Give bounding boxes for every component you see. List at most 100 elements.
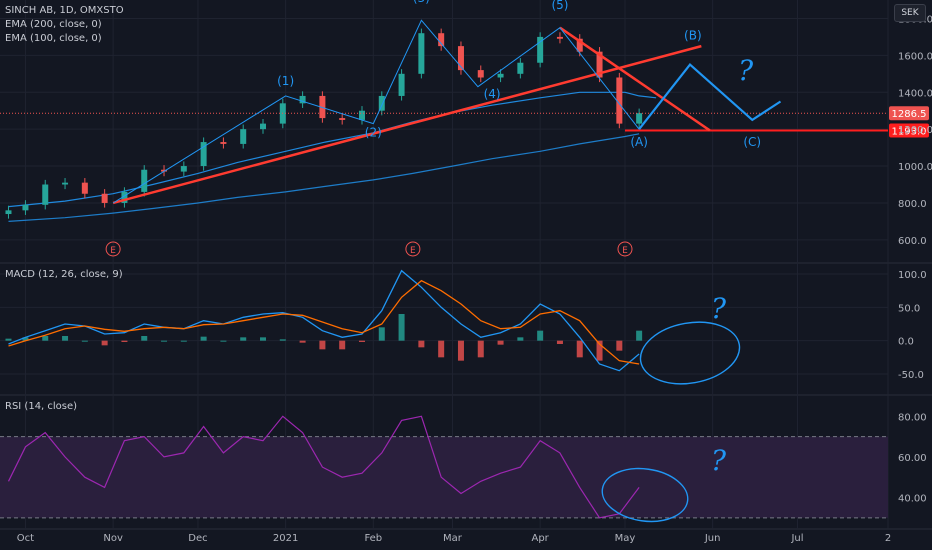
macd-histogram-bar	[418, 340, 425, 348]
macd-histogram-bar	[101, 340, 108, 346]
candle-body	[358, 110, 365, 120]
x-tick-label: 2021	[273, 533, 298, 544]
price-label-text-support: 1193.0	[892, 126, 927, 137]
macd-histogram-bar	[180, 340, 187, 342]
rising-trendline	[112, 44, 702, 205]
macd-histogram-bar	[358, 340, 365, 342]
candle-body	[517, 62, 524, 74]
macd-histogram-bar	[616, 340, 623, 351]
projection-path	[638, 63, 782, 130]
candle-body	[477, 70, 484, 78]
macd-histogram-bar	[62, 336, 69, 341]
candle-body	[596, 51, 603, 78]
macd-tick-label: 100.0	[898, 270, 927, 281]
x-tick-label: Jul	[790, 533, 803, 544]
rsi-title: RSI (14, close)	[5, 401, 78, 412]
macd-histogram-bar	[220, 340, 227, 342]
macd-histogram-bar	[556, 340, 563, 344]
candle-body	[636, 113, 643, 124]
candle-body	[121, 191, 128, 203]
candle-body	[438, 33, 445, 47]
macd-histogram-bar	[537, 330, 544, 341]
macd-histogram-bar	[299, 340, 306, 343]
macd-histogram-bar	[200, 336, 207, 341]
x-tick-label: Feb	[364, 533, 382, 544]
earnings-marker-label: E	[622, 246, 628, 256]
macd-histogram-bar	[576, 340, 583, 358]
macd-histogram-bar	[22, 337, 29, 341]
rsi-band	[0, 436, 888, 518]
earnings-marker	[617, 241, 633, 257]
candle-body	[220, 142, 227, 144]
candle-body	[537, 36, 544, 63]
wave-label: (1)	[277, 74, 294, 88]
macd-histogram-bar	[240, 337, 247, 341]
rsi-tick-label: 40.00	[898, 494, 927, 505]
candle-body	[81, 182, 88, 194]
ema200-label: EMA (200, close, 0)	[5, 19, 102, 30]
macd-histogram-bar	[517, 337, 524, 341]
macd-histogram-bar	[42, 336, 49, 341]
wave-label: (A)	[630, 135, 648, 149]
x-tick-label: May	[615, 533, 636, 544]
price-tick-label: 600.0	[898, 236, 927, 247]
candle-body	[497, 73, 504, 78]
question-mark: ?	[711, 444, 727, 477]
elliott-wave-path	[112, 19, 640, 204]
x-tick-label: Oct	[17, 533, 34, 544]
macd-tick-label: 50.0	[898, 303, 920, 314]
macd-histogram-bar	[398, 314, 405, 341]
currency-button[interactable]: SEK	[894, 4, 926, 22]
macd-histogram-bar	[141, 336, 148, 341]
candle-body	[398, 73, 405, 96]
rsi-line	[7, 415, 640, 519]
rsi-legend: RSI (14, close)	[5, 400, 77, 414]
wave-label: (4)	[484, 87, 501, 101]
x-tick-label: Jun	[704, 533, 721, 544]
macd-title: MACD (12, 26, close, 9)	[5, 269, 123, 280]
macd-histogram-bar	[636, 330, 643, 341]
earnings-marker-label: E	[110, 246, 116, 256]
candle-body	[240, 129, 247, 144]
candle-body	[299, 95, 306, 104]
macd-circle-annotation	[639, 321, 741, 385]
candle-body	[62, 182, 69, 185]
price-label-last	[889, 106, 929, 121]
x-tick-label: Nov	[103, 533, 123, 544]
wave-label: (2)	[365, 126, 382, 140]
candle-body	[42, 184, 49, 205]
candle-body	[378, 95, 385, 111]
ema100-label: EMA (100, close, 0)	[5, 33, 102, 44]
macd-histogram-bar	[319, 340, 326, 350]
candle-body	[200, 142, 207, 167]
macd-histogram-bar	[121, 340, 128, 342]
macd-histogram-bar	[457, 340, 464, 361]
wave-label: (5)	[551, 0, 568, 12]
x-tick-label: Mar	[443, 533, 463, 544]
macd-histogram-bar	[260, 337, 267, 341]
candle-body	[101, 193, 108, 203]
candle-body	[339, 118, 346, 120]
earnings-marker	[105, 241, 121, 257]
macd-histogram-bar	[378, 327, 385, 341]
macd-histogram-bar	[596, 340, 603, 361]
macd-histogram-bar	[477, 340, 484, 358]
wave-label: (3)	[413, 0, 430, 5]
symbol-line: SINCH AB, 1D, OMXSTO	[5, 5, 124, 16]
question-mark: ?	[711, 292, 727, 325]
macd-histogram-bar	[438, 340, 445, 358]
price-tick-label: 1000.0	[898, 162, 932, 173]
macd-histogram-bar	[497, 340, 504, 345]
signal-line	[8, 279, 640, 365]
candle-body	[180, 166, 187, 172]
rsi-tick-label: 60.00	[898, 453, 927, 464]
earnings-marker	[405, 241, 421, 257]
candle-body	[22, 204, 29, 211]
price-tick-label: 1200.0	[898, 125, 932, 136]
rsi-tick-label: 80.00	[898, 412, 927, 423]
x-tick-label: Apr	[531, 533, 549, 544]
x-tick-label: 2	[885, 533, 891, 544]
candle-body	[556, 36, 563, 39]
ema200-line	[8, 133, 640, 222]
